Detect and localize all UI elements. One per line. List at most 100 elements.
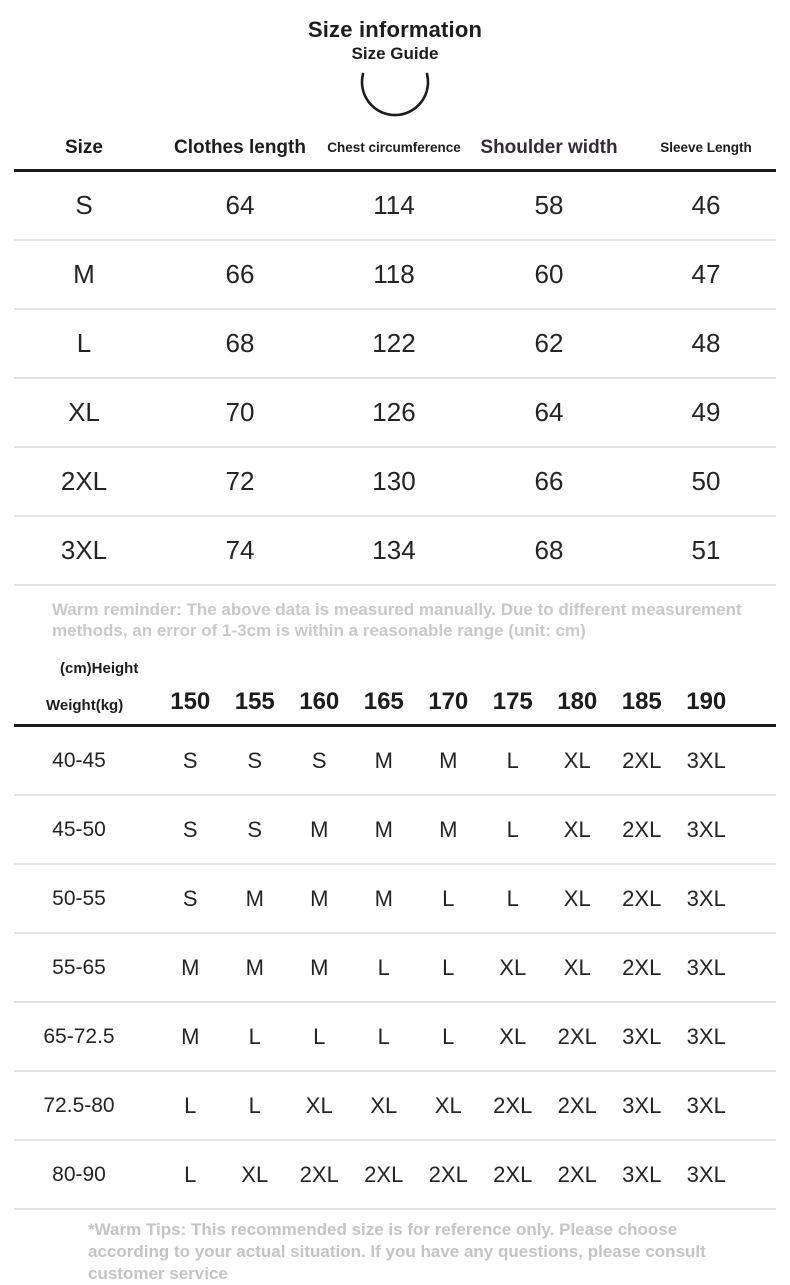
sleeve-value: 46 bbox=[691, 190, 721, 220]
weight-range: 55-65 bbox=[52, 955, 106, 979]
size-cell: L bbox=[506, 747, 519, 773]
size-cell: XL bbox=[563, 747, 591, 773]
height-header: 190 bbox=[686, 688, 727, 715]
row-divider bbox=[14, 1070, 776, 1072]
size-cell: M bbox=[374, 816, 393, 842]
size-cell: L bbox=[442, 1023, 455, 1049]
weight-range: 50-55 bbox=[52, 886, 106, 910]
measurement-table-header: Size Clothes length Chest circumference … bbox=[0, 126, 790, 169]
height-header: 150 bbox=[170, 688, 211, 715]
table-row: 3XL 74 134 68 51 bbox=[0, 517, 790, 584]
shoulder-value: 66 bbox=[534, 466, 564, 496]
corner-cell: (cm)Height Weight(kg) bbox=[0, 652, 158, 724]
shoulder-value: 62 bbox=[534, 328, 564, 358]
size-cell: M bbox=[245, 954, 264, 980]
size-cell: M bbox=[374, 747, 393, 773]
size-cell: 2XL bbox=[557, 1023, 597, 1049]
size-cell: S bbox=[311, 747, 327, 773]
table-row: S 64 114 58 46 bbox=[0, 172, 790, 239]
size-cell: 3XL bbox=[622, 1161, 662, 1187]
size-cell: L bbox=[506, 816, 519, 842]
clothes-length-value: 64 bbox=[225, 190, 255, 220]
size-cell: 3XL bbox=[686, 954, 726, 980]
size-cell: 2XL bbox=[364, 1161, 404, 1187]
size-cell: 3XL bbox=[686, 747, 726, 773]
smile-arc-icon bbox=[360, 72, 430, 117]
measurement-table: Size Clothes length Chest circumference … bbox=[0, 126, 790, 586]
size-cell: 3XL bbox=[686, 1023, 726, 1049]
table-row: L 68 122 62 48 bbox=[0, 310, 790, 377]
fit-table: (cm)Height Weight(kg) 150 155 160 165 17… bbox=[0, 652, 790, 1210]
size-cell: M bbox=[310, 954, 329, 980]
clothes-length-value: 70 bbox=[225, 397, 255, 427]
size-cell: L bbox=[184, 1161, 197, 1187]
size-cell: 2XL bbox=[557, 1161, 597, 1187]
table-row: 55-65 M M M L L XL XL 2XL 3XL bbox=[0, 934, 790, 1001]
table-row: 50-55 S M M M L L XL 2XL 3XL bbox=[0, 865, 790, 932]
sleeve-value: 48 bbox=[691, 328, 721, 358]
fit-table-header: (cm)Height Weight(kg) 150 155 160 165 17… bbox=[0, 652, 790, 724]
size-label: L bbox=[76, 328, 92, 358]
size-cell: 2XL bbox=[557, 1092, 597, 1118]
sleeve-value: 47 bbox=[691, 259, 721, 289]
row-divider bbox=[14, 515, 776, 517]
size-cell: 3XL bbox=[622, 1092, 662, 1118]
chest-value: 118 bbox=[373, 259, 415, 289]
col-header-sleeve-length: Sleeve Length bbox=[660, 140, 752, 155]
chest-value: 130 bbox=[372, 466, 416, 496]
col-header-chest-circumference: Chest circumference bbox=[327, 140, 461, 155]
row-divider bbox=[14, 377, 776, 379]
col-header-shoulder-width: Shoulder width bbox=[480, 136, 618, 158]
row-divider bbox=[14, 308, 776, 310]
size-label: 2XL bbox=[60, 466, 108, 496]
row-divider bbox=[14, 446, 776, 448]
size-cell: 2XL bbox=[622, 954, 662, 980]
size-cell: 3XL bbox=[686, 816, 726, 842]
size-cell: L bbox=[442, 885, 455, 911]
shoulder-value: 60 bbox=[534, 259, 564, 289]
row-divider bbox=[14, 863, 776, 865]
row-divider bbox=[14, 1139, 776, 1141]
chest-value: 126 bbox=[372, 397, 416, 427]
size-cell: XL bbox=[499, 1023, 527, 1049]
page-title: Size information bbox=[307, 17, 483, 42]
size-cell: 2XL bbox=[622, 816, 662, 842]
height-header: 185 bbox=[621, 688, 662, 715]
size-cell: 2XL bbox=[622, 747, 662, 773]
size-label: M bbox=[73, 259, 95, 289]
size-cell: 3XL bbox=[622, 1023, 662, 1049]
shoulder-value: 64 bbox=[534, 397, 564, 427]
size-cell: 3XL bbox=[686, 885, 726, 911]
size-cell: XL bbox=[499, 954, 527, 980]
sleeve-value: 51 bbox=[691, 535, 721, 565]
chest-value: 114 bbox=[373, 190, 415, 220]
sleeve-value: 49 bbox=[691, 397, 721, 427]
size-cell: XL bbox=[370, 1092, 398, 1118]
size-cell: 2XL bbox=[299, 1161, 339, 1187]
size-cell: 2XL bbox=[428, 1161, 468, 1187]
weight-range: 72.5-80 bbox=[43, 1093, 115, 1117]
size-cell: M bbox=[310, 816, 329, 842]
size-cell: 2XL bbox=[622, 885, 662, 911]
size-cell: S bbox=[247, 816, 263, 842]
clothes-length-value: 66 bbox=[225, 259, 255, 289]
height-axis-label: (cm)Height bbox=[60, 660, 139, 677]
height-header: 165 bbox=[363, 688, 404, 715]
size-cell: XL bbox=[563, 816, 591, 842]
row-divider bbox=[14, 1208, 776, 1210]
size-cell: M bbox=[439, 747, 458, 773]
weight-range: 45-50 bbox=[52, 817, 106, 841]
table-row: 65-72.5 M L L L L XL 2XL 3XL 3XL bbox=[0, 1003, 790, 1070]
size-cell: M bbox=[181, 1023, 200, 1049]
size-cell: S bbox=[182, 747, 198, 773]
size-label: XL bbox=[68, 397, 100, 427]
size-cell: XL bbox=[241, 1161, 269, 1187]
size-cell: L bbox=[442, 954, 455, 980]
size-cell: 3XL bbox=[686, 1161, 726, 1187]
size-cell: M bbox=[245, 885, 264, 911]
row-divider bbox=[14, 1001, 776, 1003]
size-cell: L bbox=[248, 1023, 261, 1049]
size-cell: M bbox=[181, 954, 200, 980]
size-label: 3XL bbox=[60, 535, 108, 565]
size-cell: S bbox=[247, 747, 263, 773]
